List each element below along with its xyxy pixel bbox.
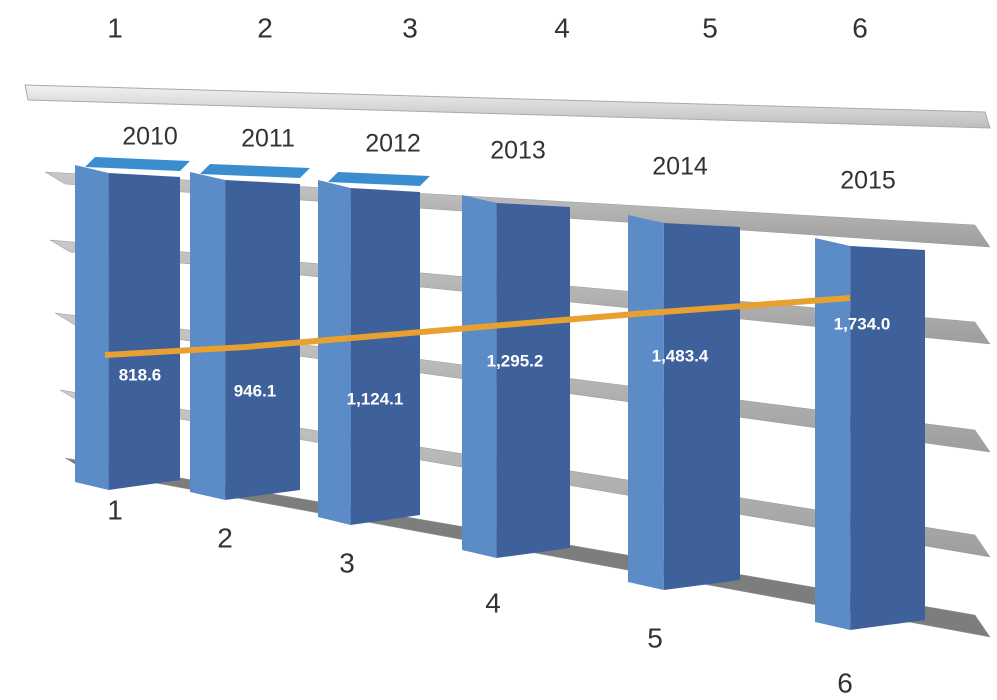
column-side bbox=[663, 223, 740, 590]
bottom-number: 3 bbox=[339, 547, 355, 578]
value-label: 818.6 bbox=[119, 365, 162, 384]
value-label: 1,734.0 bbox=[834, 314, 891, 333]
category-label: 2012 bbox=[365, 130, 421, 158]
column-side bbox=[108, 173, 180, 490]
top-number: 5 bbox=[702, 12, 718, 43]
category-label: 2011 bbox=[241, 125, 295, 153]
category-label: 2015 bbox=[840, 167, 896, 195]
category-label: 2014 bbox=[652, 153, 708, 181]
category-label: 2013 bbox=[490, 137, 546, 165]
bottom-number: 2 bbox=[217, 522, 233, 553]
data-line bbox=[104, 295, 851, 358]
top-number: 4 bbox=[554, 12, 570, 43]
bottom-number: 5 bbox=[647, 622, 663, 653]
bottom-number: 6 bbox=[837, 667, 853, 698]
column-front bbox=[628, 215, 664, 590]
column-side bbox=[496, 203, 570, 558]
top-rail bbox=[24, 84, 991, 129]
value-label: 1,124.1 bbox=[347, 389, 404, 408]
top-number: 3 bbox=[402, 12, 418, 43]
column-front bbox=[190, 172, 226, 500]
column-front bbox=[75, 165, 109, 490]
value-label: 1,483.4 bbox=[652, 346, 709, 365]
column-side bbox=[350, 188, 420, 525]
value-label: 1,295.2 bbox=[487, 351, 544, 370]
top-number: 1 bbox=[107, 12, 123, 43]
bottom-number: 1 bbox=[107, 494, 123, 525]
column-cap bbox=[328, 172, 430, 186]
column-front bbox=[318, 180, 351, 525]
column-side bbox=[225, 180, 300, 500]
column-front bbox=[815, 238, 851, 630]
columns bbox=[75, 157, 925, 630]
category-label: 2010 bbox=[122, 123, 178, 151]
marks: 1 2 3 4 5 6 1 2 3 4 5 6 2010 2011 2012 2013 2014 2015 818.… bbox=[104, 12, 896, 698]
value-label: 946.1 bbox=[234, 381, 277, 400]
column-cap bbox=[200, 164, 310, 178]
column-cap bbox=[85, 157, 190, 171]
top-number: 2 bbox=[257, 12, 273, 43]
column-front bbox=[462, 195, 497, 558]
column-side bbox=[850, 246, 925, 630]
bottom-number: 4 bbox=[485, 587, 501, 618]
top-number: 6 bbox=[852, 12, 868, 43]
